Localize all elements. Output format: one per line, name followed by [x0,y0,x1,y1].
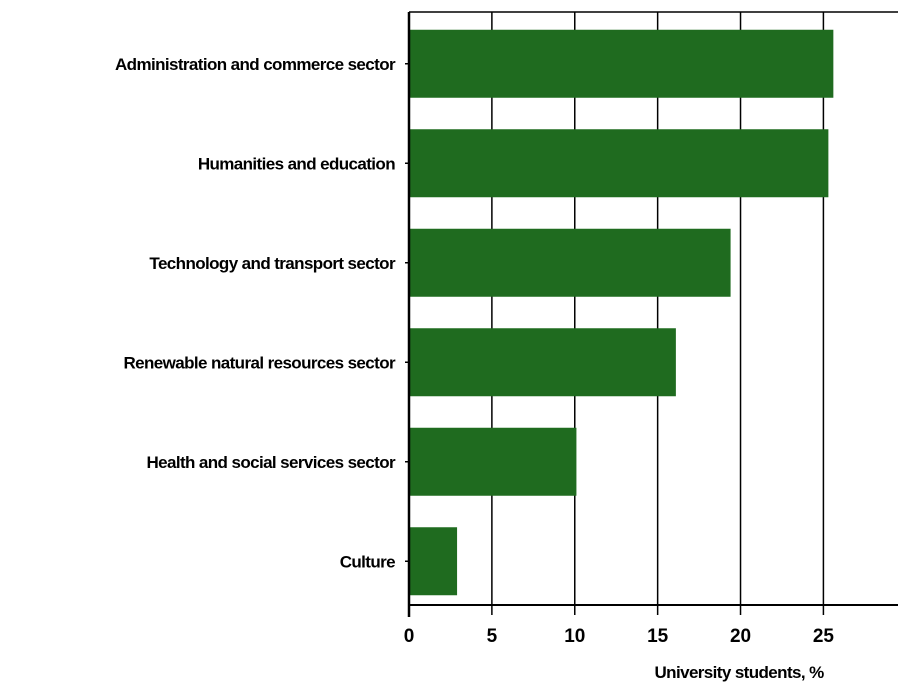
bar-1 [409,129,829,198]
axes [407,11,898,617]
category-label: Renewable natural resources sector [123,353,396,372]
bars [409,29,834,596]
x-tick-label: 0 [404,626,415,647]
bar-2 [409,228,731,297]
x-tick-labels: 0 5 10 15 20 25 [404,626,835,647]
grid-lines [491,12,825,615]
bar-4 [409,427,577,496]
bar-3 [409,328,676,397]
category-label: Technology and transport sector [149,254,396,273]
x-tick-label: 5 [487,626,498,647]
bar-0 [409,29,834,98]
category-label: Administration and commerce sector [115,55,396,74]
category-label: Humanities and education [198,154,395,173]
category-labels: Administration and commerce sector Humani… [115,55,409,571]
x-tick-label: 15 [647,626,669,647]
x-tick-label: 20 [730,626,751,647]
x-axis-title: University students, % [655,663,825,682]
category-label: Culture [340,552,395,571]
bar-5 [409,527,458,596]
x-tick-label: 10 [564,626,585,647]
category-label: Health and social services sector [146,453,396,472]
x-tick-label: 25 [813,626,835,647]
